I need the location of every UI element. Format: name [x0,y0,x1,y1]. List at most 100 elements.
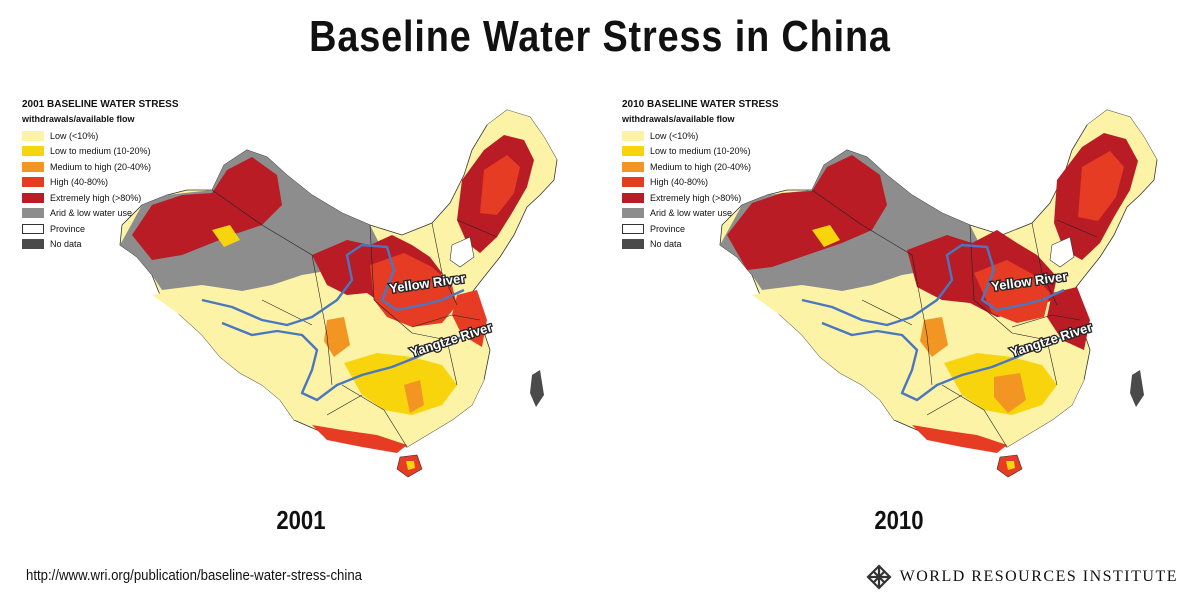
province-border [1011,332,1058,386]
province-border [311,254,333,386]
province-border [911,254,933,386]
stress-region-low [752,285,942,425]
year-label-2010: 2010 [874,505,924,535]
legend-item: Province [22,221,179,237]
legend-label: Arid & low water use [50,208,133,219]
stress-region-low-medium [212,225,240,247]
year-label-2001: 2001 [276,505,326,535]
source-url-link[interactable]: http://www.wri.org/publication/baseline-… [26,567,363,584]
legend-subtitle: withdrawals/available flow [22,114,135,124]
stress-region-low [152,285,342,425]
bohai-sea [449,236,475,268]
legend-item: Low (<10%) [622,128,779,144]
stress-region-low [1087,110,1157,160]
stress-region-medium-high [404,380,424,413]
legend-swatch [622,192,644,203]
province-border [411,314,481,328]
yellow-river-line [201,243,465,327]
yellow-river-line [801,243,1065,327]
province-border [341,384,408,448]
stress-region-extremely-high [132,157,282,260]
legend-title: 2001 BASELINE WATER STRESS [22,99,179,110]
page-title: Baseline Water Stress in China [309,12,891,61]
legend-items: Low (<10%) Low to medium (10-20%) Medium t… [22,128,179,252]
legend-label: Extremely high (>80%) [50,192,142,203]
legend-swatch [22,130,44,141]
stress-region-medium-high [324,317,350,357]
legend-2010: 2010 BASELINE WATER STRESS withdrawals/a… [622,99,779,252]
legend-label: Province [50,223,86,234]
legend-label: Low to medium (10-20%) [650,146,751,157]
legend-label: Arid & low water use [650,208,733,219]
legend-swatch [22,161,44,172]
stress-region-high [312,425,407,453]
legend-item: No data [22,237,179,253]
hainan-interior [406,461,415,470]
wri-knot-logo-icon [866,564,892,590]
legend-label: Medium to high (20-40%) [650,161,752,172]
province-border [941,384,1008,448]
legend-label: No data [650,239,682,250]
stress-region-medium-high [994,373,1026,413]
legend-label: Low (<10%) [650,130,699,141]
stress-region-arid [262,243,302,273]
legend-label: High (40-80%) [650,177,709,188]
stress-region-low [487,110,557,160]
province-border [926,394,963,416]
stress-region-low-medium [344,353,457,415]
china-map-2010: Yellow River Yangtze River [719,109,1158,478]
stress-region-extremely-high [727,155,887,270]
legend-label: Low to medium (10-20%) [50,146,151,157]
province-border [411,332,458,386]
legend-swatch [622,239,644,250]
bohai-sea [1049,236,1075,268]
legend-item: Extremely high (>80%) [22,190,179,206]
legend-swatch [622,208,644,219]
stress-region-high [1078,151,1124,221]
legend-swatch [22,177,44,188]
legend-item: High (40-80%) [622,175,779,191]
yangtze-river-line [221,321,478,402]
taiwan-no-data [530,370,544,407]
province-border [326,394,363,416]
legend-swatch [622,146,644,157]
legend-swatch [22,223,44,234]
china-map-2001: Yellow River Yangtze River [119,109,558,478]
legend-item: Extremely high (>80%) [622,190,779,206]
legend-items: Low (<10%) Low to medium (10-20%) Medium t… [622,128,779,252]
legend-label: No data [50,239,82,250]
legend-swatch [622,161,644,172]
stress-region-high [912,425,1007,453]
legend-label: High (40-80%) [50,177,109,188]
legend-label: Province [650,223,686,234]
stress-region-medium-high [920,317,948,357]
legend-swatch [22,239,44,250]
legend-item: Low to medium (10-20%) [622,144,779,160]
yangtze-river-line [821,321,1078,402]
hainan-interior [1006,461,1015,470]
org-name: WORLD RESOURCES INSTITUTE [899,568,1178,585]
legend-item: No data [622,237,779,253]
legend-item: Low to medium (10-20%) [22,144,179,160]
legend-item: Low (<10%) [22,128,179,144]
map-panel-2010: 2010 BASELINE WATER STRESS withdrawals/a… [622,95,1182,515]
province-border [1011,314,1081,328]
legend-item: High (40-80%) [22,175,179,191]
stress-region-high [370,253,457,327]
taiwan-no-data [1130,370,1144,407]
legend-item: Medium to high (20-40%) [22,159,179,175]
legend-swatch [22,208,44,219]
legend-swatch [622,177,644,188]
legend-label: Low (<10%) [50,130,99,141]
legend-label: Medium to high (20-40%) [50,161,152,172]
province-border [456,219,498,238]
province-border [369,224,413,334]
legend-item: Province [622,221,779,237]
legend-item: Arid & low water use [622,206,779,222]
legend-item: Arid & low water use [22,206,179,222]
legend-swatch [622,223,644,234]
legend-swatch [622,130,644,141]
legend-title: 2010 BASELINE WATER STRESS [622,99,779,110]
stress-region-low-medium [812,225,840,247]
province-border [211,189,313,256]
